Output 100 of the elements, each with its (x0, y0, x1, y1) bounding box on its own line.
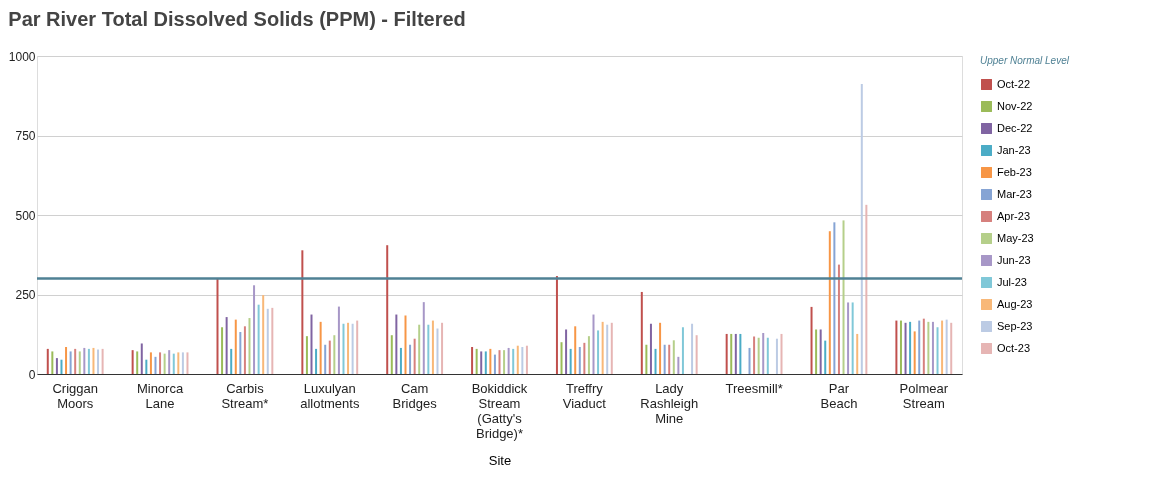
bar (569, 348, 572, 374)
x-tick-label: Minorca Lane (136, 380, 184, 411)
bar (181, 352, 184, 374)
bar (489, 348, 492, 374)
bar (239, 332, 242, 374)
bar (177, 352, 180, 374)
bar (422, 302, 425, 374)
bar (253, 285, 256, 374)
ref-line-label: Upper Normal Level (980, 55, 1070, 66)
bar (899, 320, 902, 374)
bar (221, 327, 224, 374)
bar (319, 321, 322, 374)
bar (55, 358, 58, 374)
bar (780, 333, 783, 374)
bar (337, 306, 340, 374)
bar (216, 278, 219, 374)
bar (936, 327, 939, 374)
bar (234, 319, 237, 374)
bar (248, 318, 251, 374)
bar (574, 326, 577, 374)
bar (560, 342, 563, 374)
bar (555, 276, 558, 374)
bar (762, 332, 765, 374)
bar (895, 320, 898, 374)
bar (640, 291, 643, 374)
bar (154, 356, 157, 374)
legend-label: Aug-23 (997, 297, 1033, 310)
legend-label: Nov-22 (997, 99, 1033, 112)
x-tick-label: Bokiddick Stream (Gatty's Bridge)* (471, 380, 528, 441)
bar (351, 323, 354, 374)
bar (310, 314, 313, 374)
bar (695, 335, 698, 374)
bar (257, 304, 260, 374)
bar (730, 333, 733, 374)
bar (431, 320, 434, 374)
bar (601, 321, 604, 374)
bar (328, 340, 331, 374)
legend-label: Feb-23 (997, 165, 1032, 178)
bar (301, 250, 304, 374)
bar (51, 351, 54, 374)
bar (305, 336, 308, 374)
bar (413, 338, 416, 374)
bar (78, 351, 81, 374)
legend-label: Sep-23 (997, 319, 1033, 332)
y-tick-label: 1000 (8, 49, 36, 64)
bar (230, 348, 233, 374)
legend-label: Dec-22 (997, 121, 1033, 134)
bar (672, 340, 675, 374)
bar (677, 356, 680, 374)
bar (739, 333, 742, 374)
bar (819, 329, 822, 374)
bar (753, 336, 756, 374)
bar (909, 321, 912, 374)
bar (649, 323, 652, 374)
bar (74, 348, 77, 374)
bar (83, 347, 86, 374)
bar (136, 351, 139, 374)
bar (922, 318, 925, 374)
bar (168, 350, 171, 374)
y-tick-label: 0 (28, 367, 36, 382)
bar (172, 353, 175, 374)
bar (583, 342, 586, 374)
bar (815, 329, 818, 374)
legend-label: Jan-23 (997, 143, 1031, 156)
bar (856, 333, 859, 374)
bar (507, 347, 510, 374)
bar (597, 330, 600, 374)
x-tick-label: Lady Rashleigh Mine (640, 380, 699, 426)
bar (927, 321, 930, 374)
bar (480, 351, 483, 374)
bar (847, 302, 850, 374)
bar (356, 320, 359, 374)
legend-label: Jun-23 (997, 253, 1031, 266)
bar (681, 327, 684, 374)
x-tick-label: Polmear Stream (899, 380, 949, 411)
bar (592, 314, 595, 374)
bar (918, 320, 921, 374)
bar (668, 344, 671, 374)
legend-label: Oct-23 (997, 341, 1031, 354)
bar (904, 322, 907, 374)
bar (347, 322, 350, 374)
legend-label: Mar-23 (997, 187, 1032, 200)
legend-label: Jul-23 (997, 275, 1027, 288)
bar (92, 347, 95, 374)
bar (243, 326, 246, 374)
bar (913, 331, 916, 374)
bar (399, 347, 402, 374)
bar (266, 308, 269, 374)
bar (766, 337, 769, 374)
bar (159, 352, 162, 374)
bar (427, 324, 430, 374)
bar (757, 337, 760, 374)
bar (748, 347, 751, 374)
bar (69, 351, 72, 374)
x-tick-label: Treffry Viaduct (562, 380, 607, 411)
x-tick-label: Cam Bridges (392, 380, 438, 411)
bar (516, 345, 519, 374)
bar (475, 348, 478, 374)
bar (851, 302, 854, 374)
bar (324, 344, 327, 374)
